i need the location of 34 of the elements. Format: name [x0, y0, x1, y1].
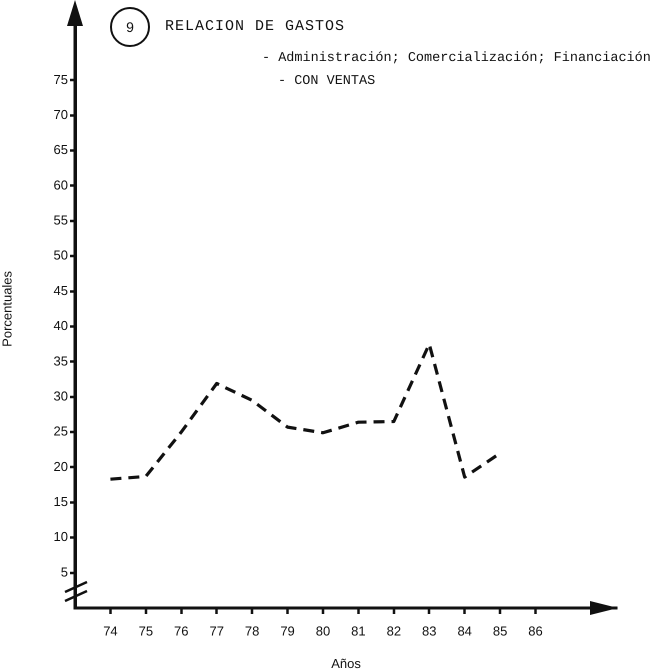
circle-icon: 9 — [110, 7, 150, 47]
x-tick-label: 85 — [492, 623, 508, 638]
text: - Administración; Comercialización; Financiación - CON VENTAS — [262, 50, 651, 91]
y-tick-label: 50 — [54, 248, 68, 263]
y-tick-label: 15 — [54, 494, 68, 510]
x-tick-label: 74 — [103, 623, 118, 638]
y-tick-label: 45 — [54, 282, 68, 298]
x-tick-label: 79 — [280, 623, 295, 638]
y-tick-label: 40 — [54, 318, 68, 334]
y-tick-label: 10 — [54, 529, 68, 544]
annotation: 9 — [126, 19, 134, 35]
y-axis-title: Porcentuales — [0, 270, 14, 347]
y-tick-label: 20 — [54, 458, 68, 474]
y-tick-label: 5 — [60, 564, 68, 580]
x-tick-label: 76 — [174, 623, 189, 638]
x-tick-label: 83 — [422, 623, 436, 638]
x-tick-label: 84 — [457, 623, 472, 638]
y-tick-label: 30 — [54, 388, 68, 404]
x-tick-label: 81 — [351, 623, 366, 638]
x-tick-label: 86 — [528, 623, 543, 638]
x-tick-label: 77 — [209, 623, 224, 638]
y-tick-label: 35 — [54, 353, 68, 368]
x-tick-label: 80 — [316, 623, 330, 638]
y-tick-label: 60 — [54, 177, 68, 192]
x-axis-title: Años — [331, 656, 362, 671]
y-tick-label: 65 — [54, 142, 68, 158]
y-tick-label: 75 — [54, 72, 68, 87]
x-tick-label: 78 — [244, 623, 260, 638]
x-tick-label: 75 — [138, 623, 154, 638]
x-tick-label: 82 — [386, 623, 402, 638]
text: RELACION DE GASTOS — [165, 18, 346, 35]
y-tick-label: 70 — [54, 106, 68, 122]
y-tick-label: 25 — [54, 424, 68, 439]
y-tick-label: 55 — [54, 212, 68, 228]
